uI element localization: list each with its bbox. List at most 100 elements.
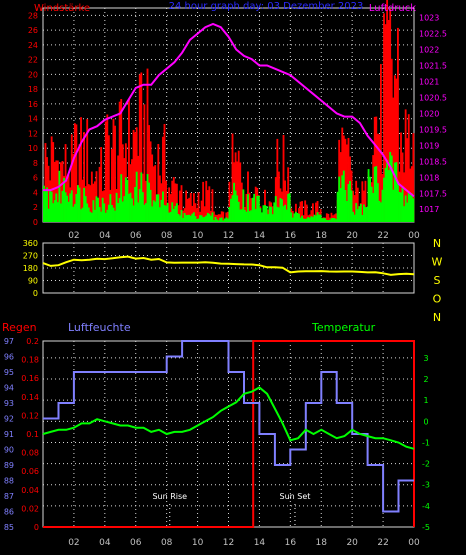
wind-bar: [285, 209, 288, 222]
wind-bar: [240, 209, 243, 222]
wind-bar: [379, 202, 382, 222]
wind-bar: [316, 212, 319, 222]
gust-bar: [148, 125, 150, 222]
gust-bar: [386, 0, 389, 222]
gust-bar: [151, 154, 154, 222]
wind-bar: [214, 217, 217, 222]
gust-bar: [395, 78, 398, 222]
gust-bar: [245, 193, 248, 222]
gust-bar: [83, 132, 86, 222]
rain-axis-label: Regen: [2, 321, 37, 334]
gust-bar: [200, 200, 203, 222]
wind-bar: [277, 207, 280, 222]
wind-bar: [362, 204, 365, 222]
gust-bar: [100, 147, 103, 222]
wind-bar: [138, 189, 141, 222]
humidity-tick-label: 95: [4, 368, 14, 377]
wind-bar: [353, 214, 356, 222]
x-tick-label: 04: [99, 231, 111, 241]
gust-bar: [154, 165, 157, 222]
gust-bar: [356, 187, 359, 222]
wind-bar: [158, 207, 161, 222]
gust-bar: [383, 13, 385, 222]
gust-bar: [165, 180, 167, 222]
wind-tick-label: 16: [28, 100, 38, 109]
gust-bar: [216, 215, 218, 222]
wind-bar: [47, 208, 50, 222]
gust-bar: [186, 198, 189, 222]
sun-annotation-label: Sun Rise: [152, 492, 187, 501]
gust-bar: [121, 144, 124, 222]
gust-bar: [211, 189, 214, 222]
gust-bar: [197, 192, 200, 222]
wind-bar: [373, 166, 376, 222]
wind-bar: [44, 191, 47, 222]
wind-bar: [398, 192, 401, 222]
wind-bar: [220, 217, 223, 222]
wind-bar: [171, 202, 174, 222]
rain-tick-label: 0.1: [26, 430, 39, 439]
wind-bar: [55, 193, 58, 222]
wind-bar: [281, 199, 283, 222]
x-tick-label: 00: [408, 538, 420, 548]
x-tick-label: 02: [68, 231, 79, 241]
gust-bar: [72, 154, 75, 222]
wind-bar: [248, 211, 251, 222]
rain-tick-label: 0.06: [21, 467, 39, 476]
gust-bar: [352, 190, 355, 222]
temperature-tick-label: -3: [422, 481, 430, 490]
gust-bar: [179, 190, 181, 222]
rain-tick-label: 0.2: [26, 337, 39, 346]
wind-bar: [145, 203, 147, 222]
pressure-tick-label: 1020: [419, 109, 439, 118]
wind-bar: [282, 206, 285, 222]
gust-bar: [341, 127, 344, 222]
wind-bar: [94, 209, 96, 222]
compass-letter: S: [434, 274, 441, 287]
gust-bar: [56, 160, 59, 222]
gust-bar: [89, 185, 92, 222]
gust-bar: [53, 161, 56, 222]
wind-bar: [230, 198, 232, 222]
gust-bar: [407, 114, 410, 222]
gust-bar: [174, 183, 177, 222]
wind-bar: [324, 218, 327, 222]
gust-bar: [316, 201, 319, 222]
wind-bar: [389, 152, 392, 222]
wind-tick-label: 10: [28, 144, 38, 153]
gust-bar: [86, 119, 89, 222]
gust-bar: [149, 141, 152, 222]
wind-direction-line: [42, 255, 415, 276]
wind-tick-label: 4: [33, 188, 38, 197]
wind-bar: [50, 191, 53, 222]
gust-bar: [152, 166, 155, 222]
x-tick-label: 18: [316, 231, 328, 241]
temperature-tick-label: 1: [423, 396, 428, 405]
humidity-tick-label: 88: [4, 477, 14, 486]
temperature-tick-label: 2: [423, 375, 428, 384]
wind-bar: [101, 197, 104, 222]
wind-bar: [219, 217, 222, 222]
humidity-tick-label: 90: [4, 446, 14, 455]
wind-bar: [209, 215, 212, 222]
wind-tick-label: 6: [33, 174, 38, 183]
gust-bar: [353, 195, 356, 222]
wind-bar: [203, 216, 206, 222]
wind-bar: [259, 208, 262, 222]
gust-bar: [128, 98, 130, 222]
wind-bar: [361, 215, 364, 222]
wind-bar: [148, 182, 150, 222]
x-tick-label: 08: [161, 231, 173, 241]
wind-bar: [162, 191, 164, 222]
wind-bar: [299, 217, 302, 222]
wind-bar: [137, 202, 140, 222]
temperature-tick-label: -4: [422, 502, 430, 511]
gust-bar: [180, 185, 183, 222]
wind-bar: [336, 191, 339, 222]
wind-bar: [403, 206, 406, 222]
wind-bar: [66, 195, 69, 222]
wind-bar: [81, 207, 84, 222]
wind-bar: [304, 219, 307, 222]
